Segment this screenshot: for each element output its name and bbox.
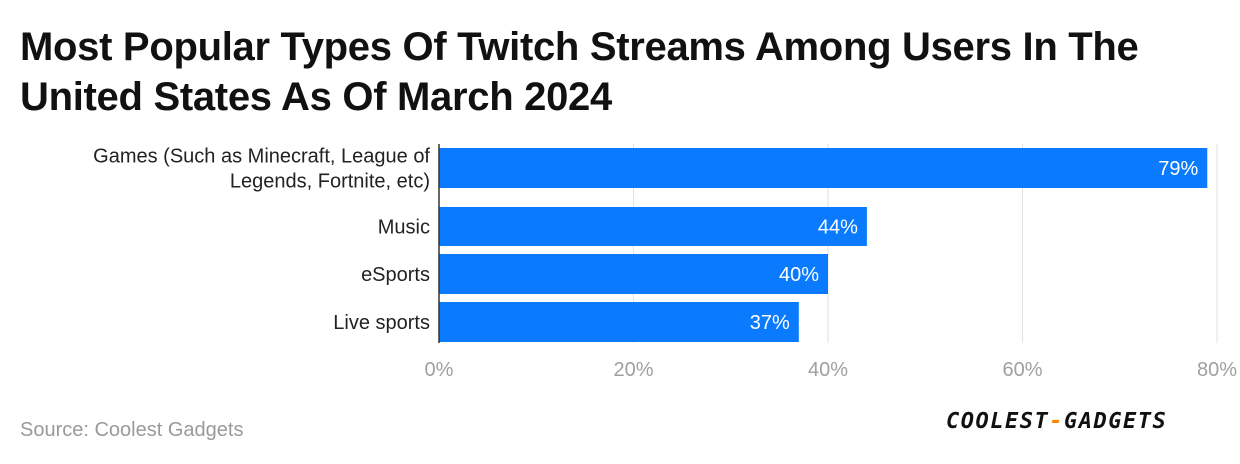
- category-label-line: Live sports: [333, 312, 430, 334]
- x-tick-label: 80%: [1197, 359, 1237, 381]
- x-tick-label: 40%: [808, 359, 848, 381]
- bar-chart: 79% 44% 40% 37% Games (Such as Minecraft, L…: [93, 144, 1238, 381]
- category-label-line: Games (Such as Minecraft, League of: [93, 146, 430, 168]
- logo-text-part2: GADGETS: [1063, 409, 1168, 434]
- category-label: eSports: [361, 264, 430, 286]
- category-label-line: eSports: [361, 264, 430, 286]
- chart-title: Most Popular Types Of Twitch Streams Amo…: [20, 25, 1139, 119]
- category-labels: Games (Such as Minecraft, League of Legen…: [93, 146, 430, 335]
- category-label-line: Legends, Fortnite, etc): [230, 171, 430, 193]
- x-tick-label: 60%: [1002, 359, 1042, 381]
- x-tick-label: 0%: [425, 359, 454, 381]
- bars: 79% 44% 40% 37%: [439, 148, 1208, 342]
- bar: [439, 254, 828, 294]
- bar-value-label: 37%: [750, 312, 790, 334]
- bar-value-label: 79%: [1158, 158, 1198, 180]
- bar-value-label: 44%: [818, 217, 858, 239]
- bar-value-label: 40%: [779, 264, 819, 286]
- logo-text-part1: COOLEST: [946, 409, 1050, 434]
- category-label-line: Music: [378, 217, 430, 239]
- logo-dash: -: [1049, 409, 1064, 434]
- bar: [439, 148, 1208, 188]
- category-label: Live sports: [333, 312, 430, 334]
- bar: [439, 207, 867, 246]
- source-note: Source: Coolest Gadgets: [20, 419, 244, 441]
- category-label: Music: [378, 217, 430, 239]
- x-axis-ticks: 0% 20% 40% 60% 80%: [425, 359, 1238, 381]
- brand-logo: COOLEST-GADGETS: [946, 409, 1167, 434]
- category-label: Games (Such as Minecraft, League of Legen…: [93, 146, 430, 193]
- bar: [439, 302, 799, 342]
- x-tick-label: 20%: [613, 359, 653, 381]
